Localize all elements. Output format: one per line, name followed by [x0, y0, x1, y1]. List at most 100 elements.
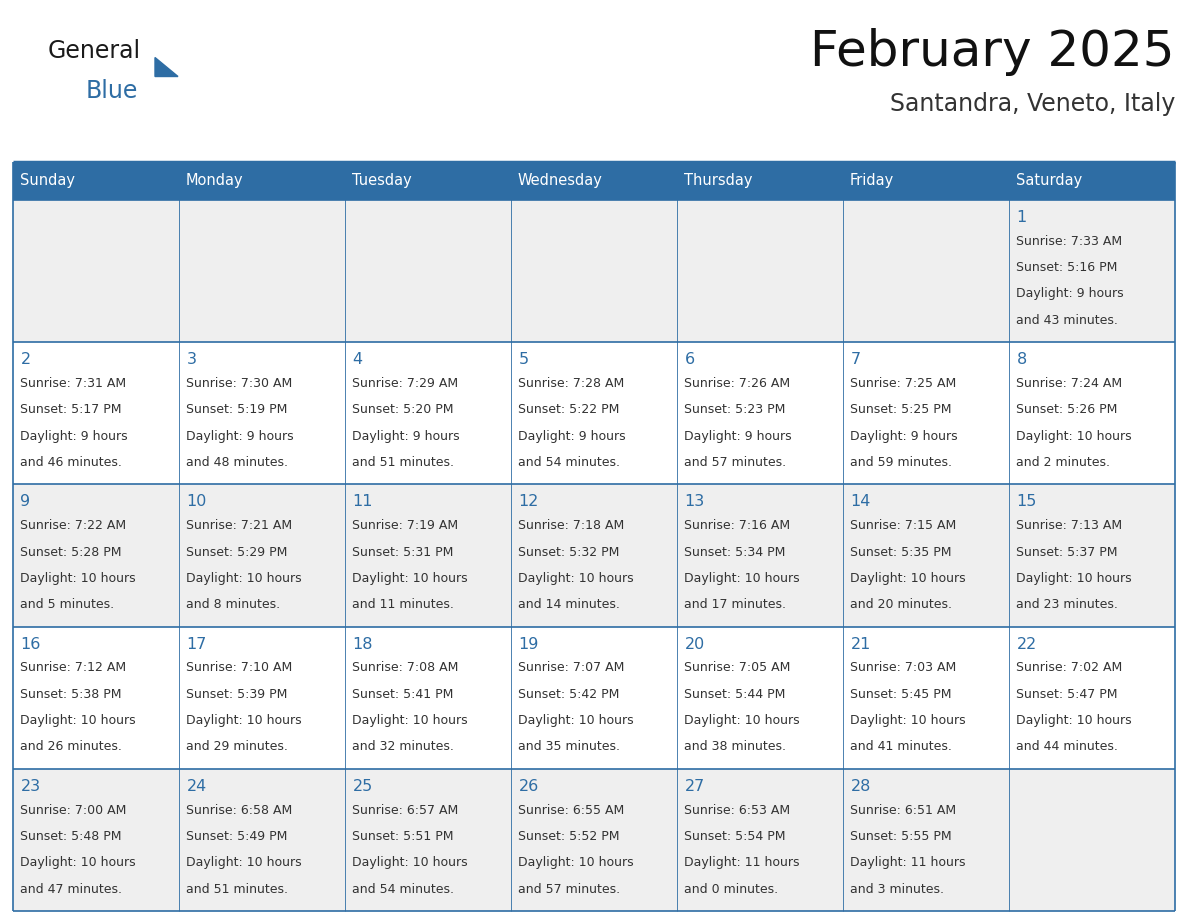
- Text: and 32 minutes.: and 32 minutes.: [353, 740, 454, 754]
- Text: 13: 13: [684, 495, 704, 509]
- Text: Sunset: 5:16 PM: Sunset: 5:16 PM: [1017, 261, 1118, 274]
- Bar: [677, 162, 843, 200]
- Text: 20: 20: [684, 636, 704, 652]
- Text: Daylight: 10 hours: Daylight: 10 hours: [20, 856, 137, 869]
- Text: Daylight: 9 hours: Daylight: 9 hours: [353, 430, 460, 442]
- Text: and 43 minutes.: and 43 minutes.: [1017, 314, 1118, 327]
- Text: 18: 18: [353, 636, 373, 652]
- Text: Sunrise: 7:08 AM: Sunrise: 7:08 AM: [353, 662, 459, 675]
- Text: Sunrise: 7:26 AM: Sunrise: 7:26 AM: [684, 377, 790, 390]
- Text: and 3 minutes.: and 3 minutes.: [851, 882, 944, 896]
- Text: and 38 minutes.: and 38 minutes.: [684, 740, 786, 754]
- Text: Sunset: 5:44 PM: Sunset: 5:44 PM: [684, 688, 785, 700]
- Text: Daylight: 10 hours: Daylight: 10 hours: [1017, 430, 1132, 442]
- Text: Monday: Monday: [185, 174, 244, 188]
- Bar: [13, 162, 179, 200]
- Text: and 8 minutes.: and 8 minutes.: [187, 599, 280, 611]
- Text: Sunrise: 6:53 AM: Sunrise: 6:53 AM: [684, 803, 790, 817]
- Text: 10: 10: [187, 495, 207, 509]
- Text: 27: 27: [684, 778, 704, 794]
- Text: Sunset: 5:41 PM: Sunset: 5:41 PM: [353, 688, 454, 700]
- Text: Sunset: 5:19 PM: Sunset: 5:19 PM: [187, 403, 287, 417]
- Bar: [13, 627, 1175, 768]
- Text: and 35 minutes.: and 35 minutes.: [518, 740, 620, 754]
- Text: and 57 minutes.: and 57 minutes.: [684, 456, 786, 469]
- Text: Daylight: 10 hours: Daylight: 10 hours: [353, 714, 468, 727]
- Text: and 46 minutes.: and 46 minutes.: [20, 456, 122, 469]
- Text: Sunset: 5:28 PM: Sunset: 5:28 PM: [20, 545, 122, 558]
- Text: Sunrise: 7:33 AM: Sunrise: 7:33 AM: [1017, 235, 1123, 248]
- Text: Daylight: 10 hours: Daylight: 10 hours: [518, 856, 634, 869]
- Text: Sunset: 5:51 PM: Sunset: 5:51 PM: [353, 830, 454, 843]
- Text: Sunset: 5:49 PM: Sunset: 5:49 PM: [187, 830, 287, 843]
- Text: and 20 minutes.: and 20 minutes.: [851, 599, 953, 611]
- Text: Daylight: 10 hours: Daylight: 10 hours: [518, 714, 634, 727]
- Text: Sunrise: 7:02 AM: Sunrise: 7:02 AM: [1017, 662, 1123, 675]
- Text: Sunrise: 7:31 AM: Sunrise: 7:31 AM: [20, 377, 127, 390]
- Text: February 2025: February 2025: [810, 28, 1175, 76]
- Text: 17: 17: [187, 636, 207, 652]
- Text: and 26 minutes.: and 26 minutes.: [20, 740, 122, 754]
- Text: General: General: [48, 39, 141, 63]
- Text: Sunset: 5:20 PM: Sunset: 5:20 PM: [353, 403, 454, 417]
- Text: Sunset: 5:26 PM: Sunset: 5:26 PM: [1017, 403, 1118, 417]
- Text: Daylight: 9 hours: Daylight: 9 hours: [20, 430, 128, 442]
- Text: 22: 22: [1017, 636, 1037, 652]
- Text: Daylight: 9 hours: Daylight: 9 hours: [518, 430, 626, 442]
- Text: Sunrise: 7:22 AM: Sunrise: 7:22 AM: [20, 520, 127, 532]
- Text: Sunset: 5:35 PM: Sunset: 5:35 PM: [851, 545, 952, 558]
- Text: and 23 minutes.: and 23 minutes.: [1017, 599, 1118, 611]
- Text: Thursday: Thursday: [683, 174, 752, 188]
- Text: Sunrise: 6:51 AM: Sunrise: 6:51 AM: [851, 803, 956, 817]
- Text: 28: 28: [851, 778, 871, 794]
- Text: Sunset: 5:25 PM: Sunset: 5:25 PM: [851, 403, 952, 417]
- Text: Sunset: 5:39 PM: Sunset: 5:39 PM: [187, 688, 287, 700]
- Text: Daylight: 9 hours: Daylight: 9 hours: [1017, 287, 1124, 300]
- Text: Sunrise: 7:21 AM: Sunrise: 7:21 AM: [187, 520, 292, 532]
- Text: Sunset: 5:29 PM: Sunset: 5:29 PM: [187, 545, 287, 558]
- Bar: [345, 162, 511, 200]
- Text: Sunset: 5:31 PM: Sunset: 5:31 PM: [353, 545, 454, 558]
- Text: Sunset: 5:47 PM: Sunset: 5:47 PM: [1017, 688, 1118, 700]
- Text: Daylight: 10 hours: Daylight: 10 hours: [851, 572, 966, 585]
- Text: 21: 21: [851, 636, 871, 652]
- Text: Daylight: 10 hours: Daylight: 10 hours: [851, 714, 966, 727]
- Text: Sunset: 5:52 PM: Sunset: 5:52 PM: [518, 830, 620, 843]
- Text: and 2 minutes.: and 2 minutes.: [1017, 456, 1111, 469]
- Text: Daylight: 9 hours: Daylight: 9 hours: [187, 430, 295, 442]
- Text: Sunset: 5:54 PM: Sunset: 5:54 PM: [684, 830, 786, 843]
- Text: Sunset: 5:32 PM: Sunset: 5:32 PM: [518, 545, 620, 558]
- Text: 8: 8: [1017, 353, 1026, 367]
- Text: Friday: Friday: [849, 174, 893, 188]
- Text: Sunset: 5:22 PM: Sunset: 5:22 PM: [518, 403, 620, 417]
- Text: 2: 2: [20, 353, 31, 367]
- Text: 24: 24: [187, 778, 207, 794]
- Text: and 5 minutes.: and 5 minutes.: [20, 599, 114, 611]
- Text: Daylight: 10 hours: Daylight: 10 hours: [353, 572, 468, 585]
- Text: and 51 minutes.: and 51 minutes.: [353, 456, 455, 469]
- Text: Tuesday: Tuesday: [352, 174, 411, 188]
- Text: 4: 4: [353, 353, 362, 367]
- Bar: [1009, 162, 1175, 200]
- Text: 11: 11: [353, 495, 373, 509]
- Text: Sunrise: 7:25 AM: Sunrise: 7:25 AM: [851, 377, 956, 390]
- Text: Daylight: 10 hours: Daylight: 10 hours: [1017, 572, 1132, 585]
- Bar: [179, 162, 345, 200]
- Text: 7: 7: [851, 353, 860, 367]
- Text: 26: 26: [518, 778, 538, 794]
- Text: Sunset: 5:38 PM: Sunset: 5:38 PM: [20, 688, 122, 700]
- Bar: [13, 485, 1175, 627]
- Bar: [843, 162, 1009, 200]
- Bar: [13, 768, 1175, 911]
- Text: Daylight: 10 hours: Daylight: 10 hours: [20, 714, 137, 727]
- Text: Sunrise: 7:29 AM: Sunrise: 7:29 AM: [353, 377, 459, 390]
- Text: Sunrise: 7:15 AM: Sunrise: 7:15 AM: [851, 520, 956, 532]
- Text: and 51 minutes.: and 51 minutes.: [187, 882, 289, 896]
- Text: 14: 14: [851, 495, 871, 509]
- Text: Saturday: Saturday: [1016, 174, 1082, 188]
- Text: Sunrise: 7:18 AM: Sunrise: 7:18 AM: [518, 520, 625, 532]
- Text: and 11 minutes.: and 11 minutes.: [353, 599, 454, 611]
- Text: 1: 1: [1017, 210, 1026, 225]
- Text: Daylight: 10 hours: Daylight: 10 hours: [187, 714, 302, 727]
- Text: 15: 15: [1017, 495, 1037, 509]
